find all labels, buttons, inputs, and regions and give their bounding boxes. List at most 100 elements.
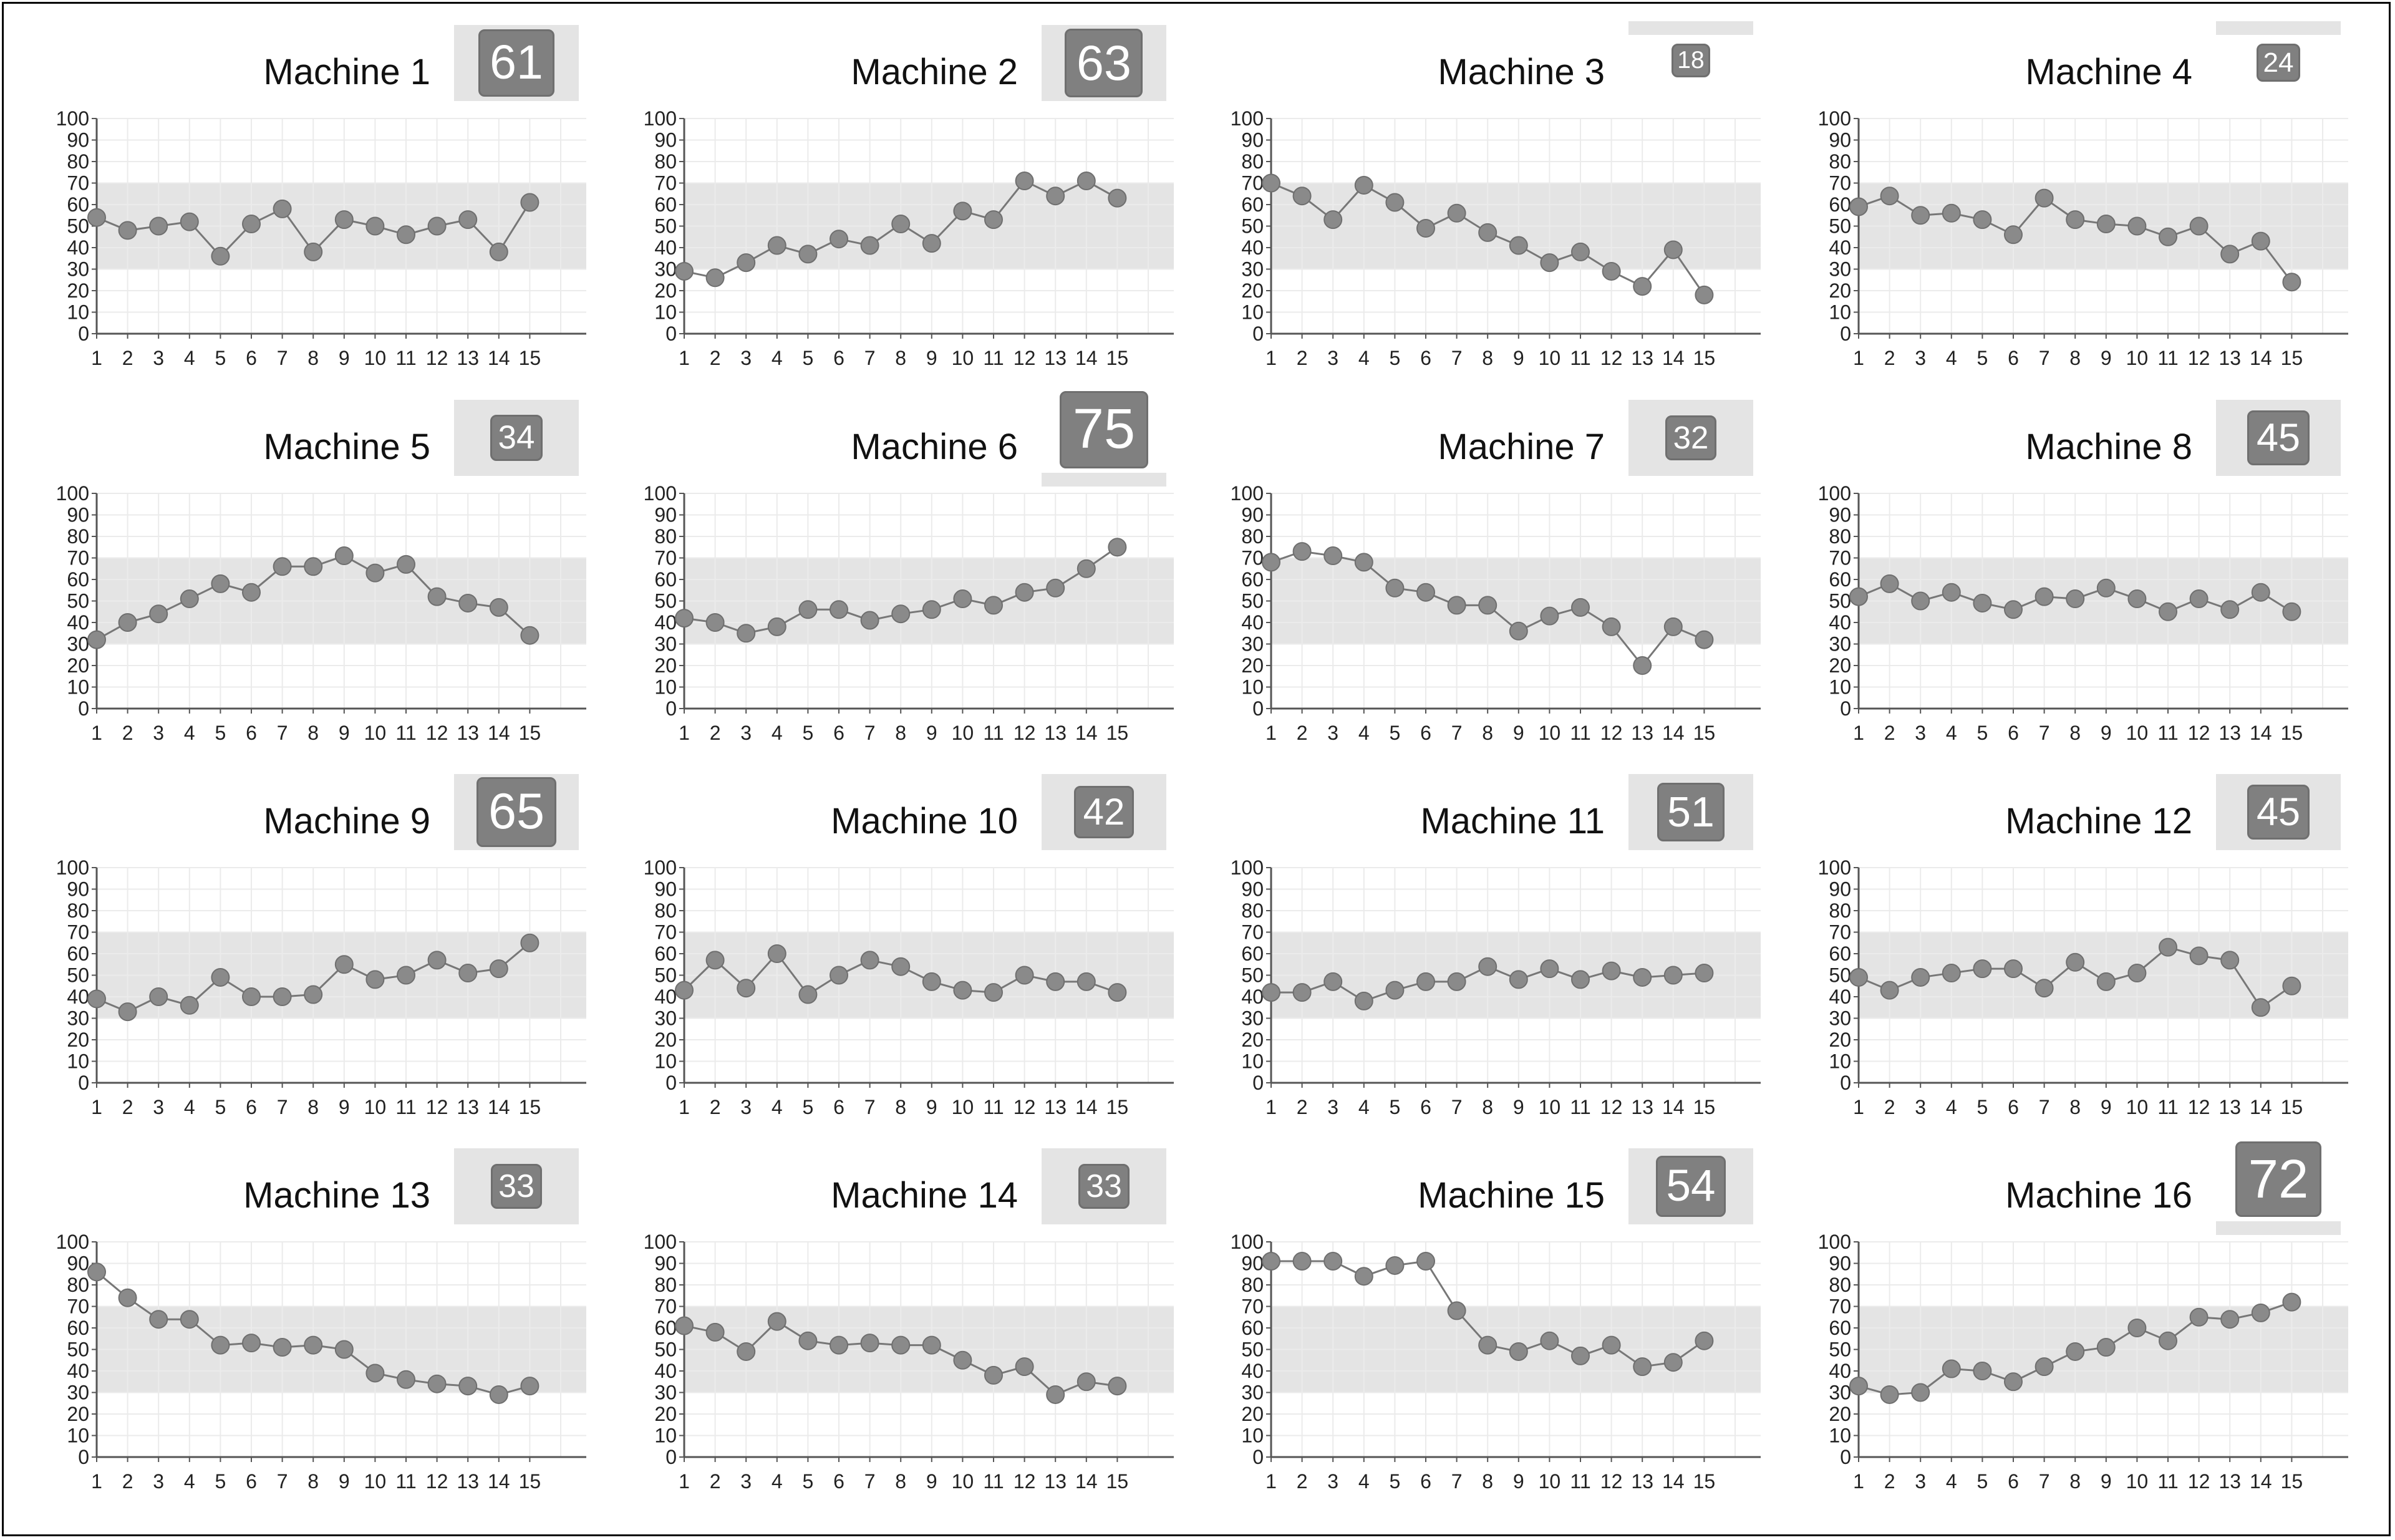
- y-tick-label: 100: [56, 107, 89, 130]
- x-tick-label: 14: [488, 722, 510, 744]
- data-point: [2282, 976, 2301, 995]
- x-tick-label: 5: [803, 722, 814, 744]
- chart-panel: Machine 14 33 0 10 20 30 40 50 60 70 80 90 100 1 2 3 4 5 6…: [588, 1123, 1174, 1493]
- x-tick-label: 4: [1358, 722, 1370, 744]
- data-point: [2004, 225, 2023, 245]
- x-tick-label: 7: [277, 722, 288, 744]
- data-point: [1323, 210, 1343, 230]
- y-tick-label: 30: [1241, 1007, 1264, 1030]
- y-tick-label: 30: [654, 258, 677, 281]
- y-tick-label: 80: [654, 899, 677, 922]
- data-point: [2282, 1292, 2301, 1312]
- y-tick-label: 80: [1241, 1274, 1264, 1296]
- data-point: [860, 611, 879, 630]
- x-tick-label: 1: [679, 1470, 690, 1493]
- x-tick-label: 14: [2250, 1470, 2272, 1493]
- chart-title: Machine 14: [831, 1175, 1018, 1216]
- x-tick-label: 1: [91, 722, 102, 744]
- data-point: [334, 210, 354, 230]
- data-point: [304, 1335, 323, 1355]
- x-tick-label: 11: [2157, 1096, 2178, 1118]
- y-tick-label: 0: [1840, 697, 1851, 720]
- x-tick-label: 10: [364, 1470, 387, 1493]
- data-point: [1354, 553, 1373, 572]
- data-point: [767, 1312, 786, 1331]
- y-tick-label: 0: [1840, 322, 1851, 345]
- y-tick-label: 70: [1829, 547, 1851, 569]
- x-tick-label: 13: [1044, 347, 1067, 369]
- data-point: [737, 1342, 756, 1361]
- y-tick-label: 80: [654, 1274, 677, 1296]
- data-point: [1695, 1331, 1714, 1350]
- y-tick-label: 100: [1818, 482, 1851, 505]
- x-tick-label: 6: [833, 347, 844, 369]
- data-point: [1540, 1331, 1559, 1350]
- x-tick-label: 5: [1390, 347, 1401, 369]
- data-point: [675, 261, 694, 281]
- data-point: [1509, 621, 1528, 641]
- y-tick-label: 60: [654, 1317, 677, 1339]
- y-tick-label: 20: [67, 1403, 89, 1425]
- x-tick-label: 5: [215, 1096, 226, 1118]
- data-point: [1602, 261, 1621, 281]
- data-point: [830, 600, 848, 619]
- x-tick-label: 7: [277, 1470, 288, 1493]
- data-point: [2127, 589, 2147, 609]
- y-tick-label: 40: [1241, 611, 1264, 634]
- y-tick-label: 0: [1252, 697, 1264, 720]
- x-tick-label: 8: [2069, 722, 2081, 744]
- data-point: [830, 966, 848, 985]
- data-point: [2159, 937, 2177, 957]
- x-tick-label: 10: [1539, 347, 1561, 369]
- data-point: [1663, 240, 1683, 259]
- data-point: [675, 609, 694, 628]
- x-tick-label: 3: [153, 1470, 164, 1493]
- x-tick-label: 2: [1297, 347, 1308, 369]
- y-tick-label: 70: [654, 547, 677, 569]
- data-point: [365, 216, 385, 236]
- x-tick-label: 6: [1420, 1470, 1431, 1493]
- data-point: [1262, 173, 1280, 193]
- data-point: [520, 626, 539, 645]
- y-tick-label: 20: [1829, 279, 1851, 302]
- x-tick-label: 13: [457, 347, 479, 369]
- data-point: [1108, 1377, 1127, 1396]
- data-point: [2066, 952, 2085, 972]
- x-tick-label: 1: [1265, 1470, 1277, 1493]
- y-tick-label: 40: [654, 1360, 677, 1382]
- x-tick-label: 6: [2008, 1096, 2019, 1118]
- y-tick-label: 10: [654, 1050, 677, 1073]
- data-point: [1880, 186, 1899, 206]
- x-tick-label: 9: [2101, 347, 2112, 369]
- x-tick-label: 2: [122, 722, 133, 744]
- x-tick-label: 10: [2126, 722, 2149, 744]
- y-tick-label: 80: [654, 150, 677, 173]
- data-point: [242, 1334, 261, 1353]
- x-tick-label: 12: [1600, 1470, 1623, 1493]
- data-point: [891, 957, 911, 976]
- y-tick-label: 0: [78, 697, 89, 720]
- x-tick-label: 14: [1075, 347, 1098, 369]
- data-point: [953, 981, 972, 1000]
- x-tick-label: 8: [307, 1096, 319, 1118]
- x-tick-label: 1: [1853, 1470, 1864, 1493]
- x-tick-label: 9: [926, 1096, 937, 1118]
- x-tick-label: 13: [2218, 347, 2241, 369]
- y-tick-label: 30: [654, 633, 677, 656]
- y-tick-label: 70: [1241, 547, 1264, 569]
- data-point: [2189, 216, 2209, 236]
- data-point: [273, 557, 292, 576]
- data-point: [2004, 1372, 2023, 1392]
- x-tick-label: 6: [1420, 1096, 1431, 1118]
- x-tick-label: 15: [1693, 347, 1716, 369]
- y-tick-label: 30: [1829, 633, 1851, 656]
- chart-title: Machine 10: [831, 801, 1018, 841]
- data-point: [365, 563, 385, 583]
- data-point: [891, 215, 911, 234]
- x-tick-label: 1: [679, 722, 690, 744]
- data-point: [1695, 964, 1714, 983]
- x-tick-label: 1: [1265, 347, 1277, 369]
- data-point: [798, 1331, 818, 1350]
- chart-title: Machine 12: [2005, 801, 2192, 841]
- data-point: [1695, 630, 1714, 649]
